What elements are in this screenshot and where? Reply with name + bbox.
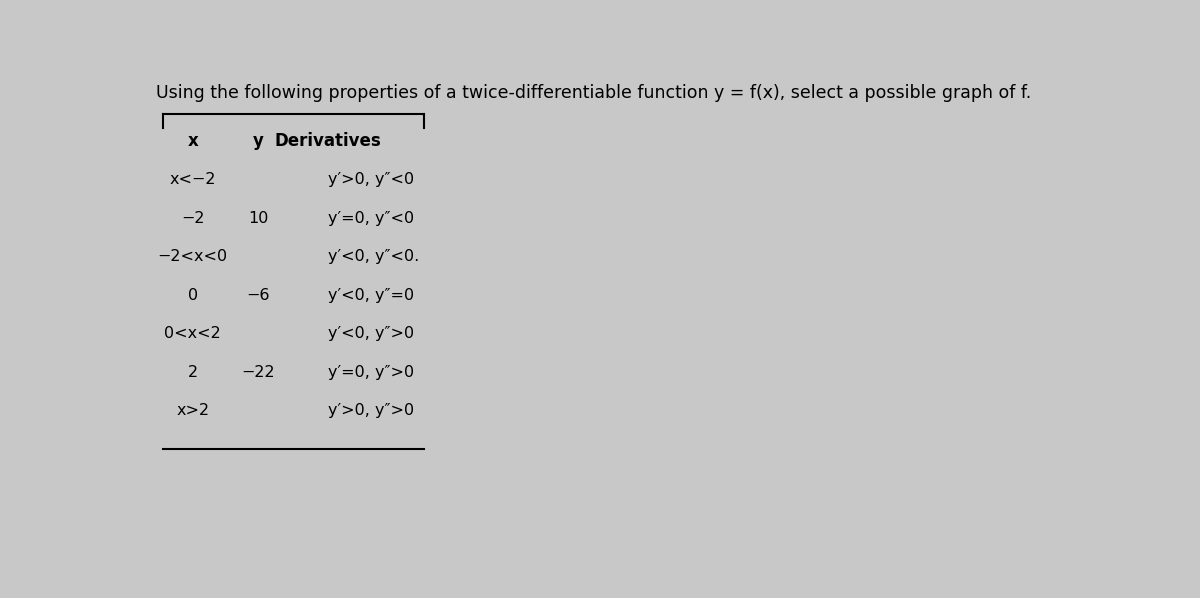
Text: x<−2: x<−2 (169, 172, 216, 187)
Text: 2: 2 (187, 365, 198, 380)
Text: x: x (187, 132, 198, 150)
Text: y′<0, y″>0: y′<0, y″>0 (329, 326, 414, 341)
Text: Using the following properties of a twice-differentiable function y = f(x), sele: Using the following properties of a twic… (156, 84, 1032, 102)
Text: 0<x<2: 0<x<2 (164, 326, 221, 341)
Text: Derivatives: Derivatives (275, 132, 382, 150)
Text: 0: 0 (187, 288, 198, 303)
Text: −6: −6 (247, 288, 270, 303)
Text: x>2: x>2 (176, 403, 209, 418)
Text: y′=0, y″<0: y′=0, y″<0 (329, 210, 414, 225)
Text: y′<0, y″=0: y′<0, y″=0 (329, 288, 414, 303)
Text: y′>0, y″<0: y′>0, y″<0 (329, 172, 414, 187)
Text: −2: −2 (181, 210, 204, 225)
Text: y′=0, y″>0: y′=0, y″>0 (329, 365, 414, 380)
Text: 10: 10 (248, 210, 269, 225)
Text: y′>0, y″>0: y′>0, y″>0 (329, 403, 414, 418)
Text: y: y (253, 132, 264, 150)
Text: −22: −22 (241, 365, 275, 380)
Text: y′<0, y″<0.: y′<0, y″<0. (329, 249, 420, 264)
Text: −2<x<0: −2<x<0 (157, 249, 228, 264)
